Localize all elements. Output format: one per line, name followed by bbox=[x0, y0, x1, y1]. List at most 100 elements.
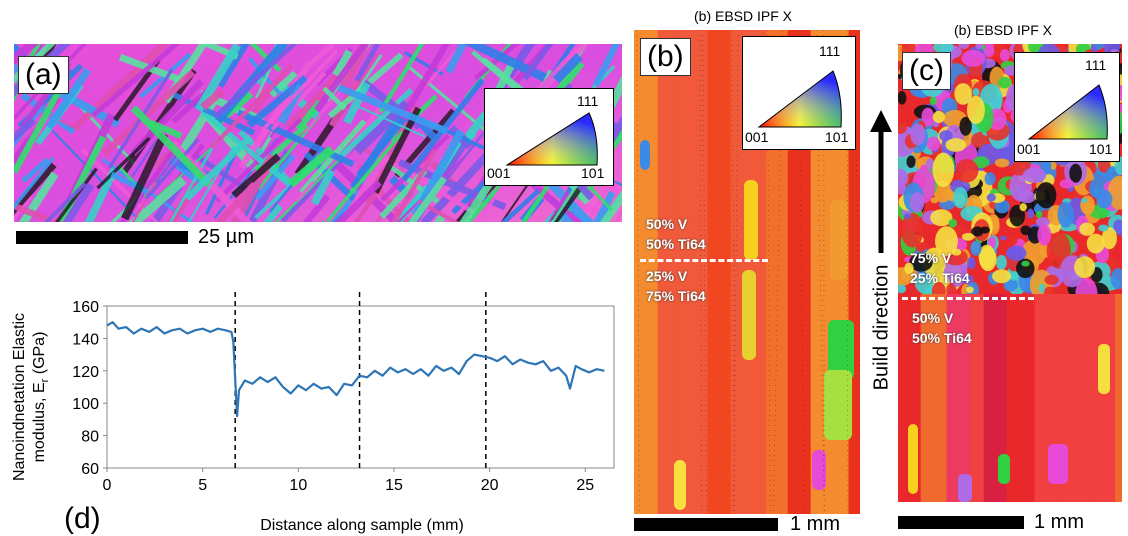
chart-ylabel-sub: r bbox=[39, 378, 51, 382]
lath bbox=[474, 44, 558, 81]
fine-grain bbox=[1113, 219, 1122, 233]
scale-label-b: 1 mm bbox=[790, 513, 840, 535]
accent-grain bbox=[958, 474, 972, 502]
lath bbox=[231, 153, 281, 198]
lath bbox=[301, 179, 382, 222]
fine-grain bbox=[1009, 237, 1018, 246]
lath bbox=[101, 69, 196, 157]
lath bbox=[209, 63, 295, 150]
fine-grain bbox=[1037, 224, 1052, 246]
fine-grain bbox=[999, 49, 1010, 62]
fine-grain bbox=[961, 50, 986, 67]
fine-grain bbox=[1081, 198, 1088, 203]
fine-grain bbox=[945, 138, 967, 152]
lath bbox=[322, 86, 347, 111]
legend-c-right: 101 bbox=[1089, 141, 1113, 157]
lath bbox=[267, 194, 331, 222]
lath bbox=[113, 58, 161, 122]
composition-b-upper: 50% V 50% Ti64 bbox=[646, 214, 706, 254]
fine-grain bbox=[972, 156, 990, 169]
fine-grain bbox=[980, 226, 990, 234]
boundary-line bbox=[731, 30, 735, 514]
y-tick-label: 160 bbox=[72, 299, 99, 316]
build-direction-arrow bbox=[870, 110, 892, 253]
ebsd-map-a bbox=[14, 44, 622, 222]
lath bbox=[194, 44, 241, 113]
fine-grain bbox=[995, 254, 1007, 270]
lath bbox=[486, 188, 540, 222]
fine-grain bbox=[939, 130, 953, 142]
fine-grain bbox=[932, 110, 945, 124]
composition-c-upper-line1: 75% V bbox=[910, 250, 952, 266]
lath bbox=[566, 190, 616, 222]
fine-grain bbox=[1018, 191, 1036, 204]
lath bbox=[14, 117, 37, 158]
x-tick-label: 0 bbox=[103, 477, 112, 494]
lath bbox=[91, 44, 182, 118]
columnar-grain bbox=[946, 294, 970, 502]
lath bbox=[127, 176, 187, 222]
fine-grain bbox=[1016, 258, 1035, 279]
chart-interface-lines bbox=[234, 292, 487, 468]
lath bbox=[14, 162, 57, 222]
fine-grain bbox=[1098, 224, 1109, 232]
fine-grain bbox=[1021, 260, 1030, 267]
ipf-triangle-a bbox=[505, 112, 598, 166]
lath bbox=[71, 44, 171, 131]
lath bbox=[295, 180, 315, 202]
fine-grain bbox=[898, 168, 909, 187]
ipf-legend-a: 111 001 101 bbox=[484, 88, 614, 186]
fine-grain bbox=[1020, 225, 1031, 236]
fine-grain bbox=[976, 44, 983, 50]
lath bbox=[369, 148, 438, 222]
chart-frame bbox=[106, 305, 615, 469]
composition-c-lower-line1: 50% V bbox=[912, 310, 954, 326]
accent-grain bbox=[998, 454, 1010, 484]
ipf-triangle-c bbox=[1027, 84, 1108, 140]
lath bbox=[130, 105, 212, 188]
columnar-grain bbox=[787, 30, 811, 514]
lath bbox=[21, 157, 50, 183]
legend-b-top: 111 bbox=[819, 43, 841, 59]
fine-grain bbox=[903, 213, 911, 219]
legend-a-left: 001 bbox=[487, 165, 511, 181]
fine-grain bbox=[1022, 239, 1047, 266]
interface-line-b bbox=[640, 259, 768, 262]
fine-grain bbox=[1022, 167, 1047, 183]
fine-grain bbox=[921, 107, 935, 127]
legend-c-left: 001 bbox=[1017, 141, 1041, 157]
accent-grain bbox=[830, 200, 848, 280]
fine-grain bbox=[986, 193, 996, 202]
lath bbox=[417, 172, 499, 222]
columnar-grain bbox=[676, 30, 708, 514]
fine-grain bbox=[1069, 163, 1082, 183]
lath bbox=[428, 178, 510, 222]
scale-bar-a bbox=[16, 231, 188, 244]
lath bbox=[14, 195, 95, 222]
lath bbox=[522, 44, 577, 81]
fine-grain bbox=[1038, 283, 1045, 294]
lath bbox=[194, 181, 257, 222]
columnar-grain bbox=[848, 30, 860, 514]
lath bbox=[184, 134, 253, 201]
composition-b-lower: 25% V 75% Ti64 bbox=[646, 266, 706, 306]
lath bbox=[213, 44, 314, 119]
composition-b-lower-line2: 75% Ti64 bbox=[646, 288, 706, 304]
lath bbox=[552, 53, 583, 84]
lath bbox=[411, 129, 465, 217]
fine-grain bbox=[932, 152, 955, 188]
fine-grain bbox=[1059, 179, 1075, 189]
lath bbox=[14, 83, 65, 174]
fine-grain bbox=[1096, 189, 1113, 209]
x-tick-label: 5 bbox=[198, 477, 207, 494]
modulus-series-line bbox=[106, 321, 605, 418]
columnar-grain bbox=[1006, 294, 1035, 502]
lath bbox=[254, 154, 296, 201]
lath bbox=[246, 75, 309, 129]
lath bbox=[417, 199, 471, 222]
lath bbox=[134, 182, 184, 222]
accent-grain bbox=[812, 450, 826, 490]
lath bbox=[353, 54, 383, 96]
lath bbox=[584, 177, 622, 222]
lath bbox=[144, 138, 200, 200]
